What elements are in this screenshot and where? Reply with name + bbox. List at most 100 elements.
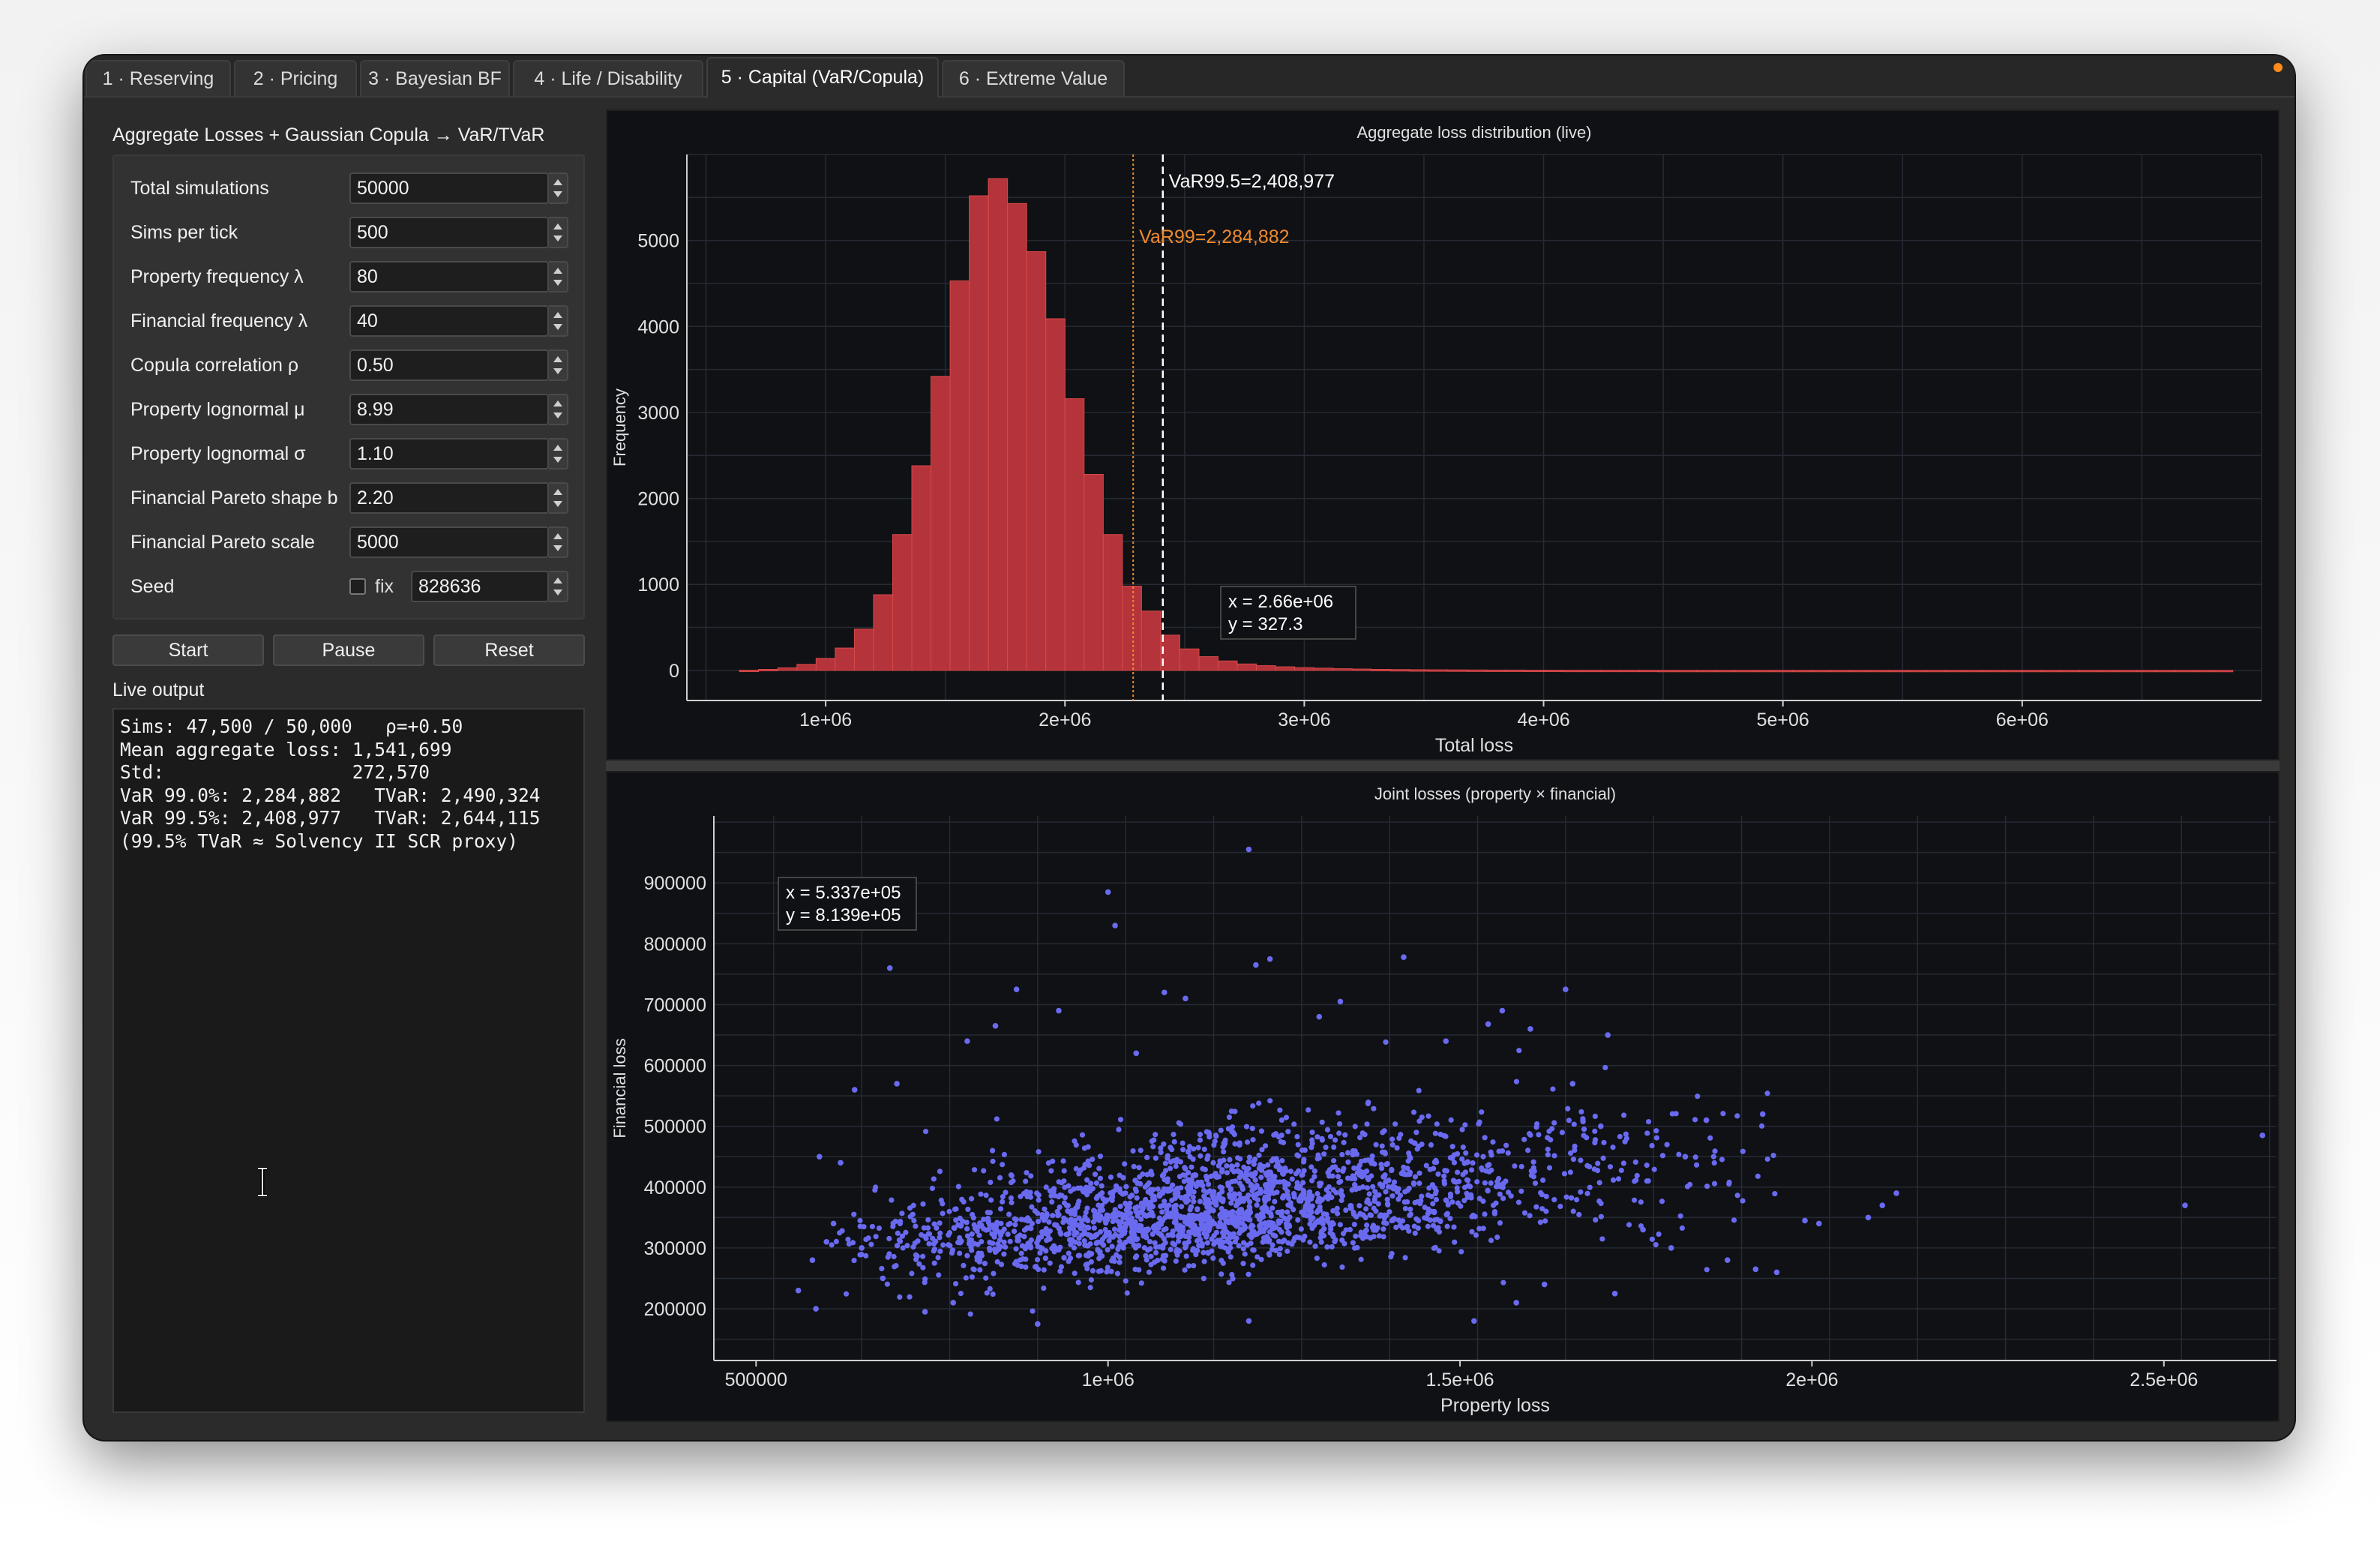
sims-per-tick-input[interactable]: 500 bbox=[349, 217, 549, 248]
y-tick-label: 2000 bbox=[637, 489, 679, 510]
scatter-point bbox=[897, 1238, 904, 1244]
financial-pareto-scale-input[interactable]: 5000 bbox=[349, 526, 549, 558]
scatter-point bbox=[1144, 1213, 1150, 1219]
reset-button[interactable]: Reset bbox=[433, 634, 585, 666]
scatter-point bbox=[1551, 1196, 1557, 1203]
spin-buttons[interactable] bbox=[549, 172, 568, 204]
seed-fix-checkbox[interactable] bbox=[349, 578, 366, 595]
spin-down-icon[interactable] bbox=[553, 191, 562, 197]
spin-down-icon[interactable] bbox=[553, 324, 562, 330]
plot-splitter[interactable] bbox=[606, 760, 2280, 771]
tab-capital[interactable]: 5 · Capital (VaR/Copula) bbox=[706, 57, 939, 98]
spin-up-icon[interactable] bbox=[553, 179, 562, 185]
scatter-point bbox=[1633, 1177, 1639, 1184]
spin-up-icon[interactable] bbox=[553, 312, 562, 318]
spin-down-icon[interactable] bbox=[553, 280, 562, 286]
scatter-point bbox=[1615, 1176, 1622, 1182]
scatter-point bbox=[1056, 1007, 1062, 1014]
scatter-point bbox=[984, 1290, 990, 1296]
tab-pricing[interactable]: 2 · Pricing bbox=[234, 60, 357, 96]
spin-buttons[interactable] bbox=[549, 526, 568, 558]
spin-down-icon[interactable] bbox=[553, 368, 562, 374]
spin-up-icon[interactable] bbox=[553, 445, 562, 451]
spin-up-icon[interactable] bbox=[553, 400, 562, 406]
spin-buttons[interactable] bbox=[549, 571, 568, 602]
spin-up-icon[interactable] bbox=[553, 489, 562, 495]
scatter-point bbox=[1335, 1167, 1341, 1173]
spin-up-icon[interactable] bbox=[553, 268, 562, 274]
spin-down-icon[interactable] bbox=[553, 590, 562, 596]
pause-button[interactable]: Pause bbox=[273, 634, 424, 666]
field-property-lognormal-sigma: Property lognormal σ 1.10 bbox=[130, 435, 573, 472]
scatter-point bbox=[1314, 1134, 1320, 1140]
seed-input[interactable]: 828636 bbox=[411, 571, 549, 602]
spin-buttons[interactable] bbox=[549, 261, 568, 292]
joint-losses-scatter[interactable]: Joint losses (property × financial) 50000… bbox=[607, 772, 2278, 1420]
spin-down-icon[interactable] bbox=[553, 236, 562, 242]
tab-reserving[interactable]: 1 · Reserving bbox=[85, 60, 231, 96]
tab-life-disability[interactable]: 4 · Life / Disability bbox=[513, 60, 703, 96]
start-button[interactable]: Start bbox=[112, 634, 264, 666]
x-axis-label: Total loss bbox=[1435, 735, 1513, 756]
aggregate-loss-histogram-panel[interactable]: Aggregate loss distribution (live) VaR99.… bbox=[606, 110, 2280, 760]
scatter-point bbox=[922, 1280, 928, 1286]
spin-buttons[interactable] bbox=[549, 438, 568, 470]
spin-down-icon[interactable] bbox=[553, 501, 562, 507]
scatter-point bbox=[1174, 1252, 1180, 1258]
scatter-point bbox=[1418, 1198, 1424, 1204]
spin-up-icon[interactable] bbox=[553, 533, 562, 539]
scatter-point bbox=[1480, 1154, 1486, 1160]
window-close-indicator-icon[interactable] bbox=[2274, 63, 2283, 72]
scatter-points bbox=[795, 846, 2266, 1328]
spin-buttons[interactable] bbox=[549, 350, 568, 381]
live-output-console[interactable]: Sims: 47,500 / 50,000 ρ=+0.50 Mean aggreg… bbox=[112, 708, 585, 1413]
scatter-point bbox=[1620, 1160, 1626, 1166]
scatter-point bbox=[1362, 1214, 1368, 1221]
scatter-point bbox=[1103, 1220, 1109, 1226]
scatter-point bbox=[1235, 1210, 1241, 1216]
scatter-point bbox=[1194, 1238, 1200, 1244]
spin-up-icon[interactable] bbox=[553, 578, 562, 584]
scatter-point bbox=[1142, 1184, 1148, 1190]
spin-buttons[interactable] bbox=[549, 305, 568, 337]
y-tick-label: 700000 bbox=[644, 994, 706, 1016]
histogram-bar bbox=[1389, 669, 1410, 672]
scatter-point bbox=[1219, 1229, 1226, 1236]
scatter-point bbox=[1226, 1114, 1233, 1120]
spin-up-icon[interactable] bbox=[553, 356, 562, 362]
copula-correlation-input[interactable]: 0.50 bbox=[349, 350, 549, 381]
financial-frequency-input[interactable]: 40 bbox=[349, 305, 549, 337]
property-lognormal-mu-input[interactable]: 8.99 bbox=[349, 394, 549, 425]
scatter-point bbox=[1278, 1117, 1285, 1123]
histogram-bar bbox=[1753, 670, 1774, 673]
scatter-point bbox=[1467, 1184, 1473, 1190]
spin-buttons[interactable] bbox=[549, 217, 568, 248]
financial-pareto-shape-input[interactable]: 2.20 bbox=[349, 482, 549, 514]
histogram-bar bbox=[931, 376, 951, 671]
spin-down-icon[interactable] bbox=[553, 457, 562, 463]
spin-buttons[interactable] bbox=[549, 482, 568, 514]
scatter-point bbox=[1445, 1202, 1451, 1208]
scatter-point bbox=[1028, 1237, 1034, 1243]
tab-bayesian-bf[interactable]: 3 · Bayesian BF bbox=[360, 60, 510, 96]
joint-losses-scatter-panel[interactable]: Joint losses (property × financial) 50000… bbox=[606, 771, 2280, 1422]
scatter-point bbox=[1299, 1172, 1305, 1178]
spin-down-icon[interactable] bbox=[553, 412, 562, 418]
property-lognormal-sigma-input[interactable]: 1.10 bbox=[349, 438, 549, 470]
tab-extreme-value[interactable]: 6 · Extreme Value bbox=[942, 60, 1125, 96]
scatter-point bbox=[851, 1257, 857, 1264]
scatter-point bbox=[1284, 1248, 1290, 1254]
scatter-point bbox=[1570, 1208, 1576, 1214]
total-simulations-input[interactable]: 50000 bbox=[349, 172, 549, 204]
scatter-point bbox=[897, 1294, 903, 1300]
spin-down-icon[interactable] bbox=[553, 545, 562, 551]
scatter-point bbox=[1740, 1148, 1746, 1154]
scatter-point bbox=[978, 1191, 984, 1197]
property-frequency-input[interactable]: 80 bbox=[349, 261, 549, 292]
spin-buttons[interactable] bbox=[549, 394, 568, 425]
spin-up-icon[interactable] bbox=[553, 224, 562, 230]
aggregate-loss-histogram[interactable]: Aggregate loss distribution (live) VaR99.… bbox=[607, 111, 2278, 759]
scatter-point bbox=[1622, 1138, 1628, 1144]
scatter-point bbox=[1436, 1248, 1442, 1254]
scatter-point bbox=[1412, 1174, 1419, 1180]
